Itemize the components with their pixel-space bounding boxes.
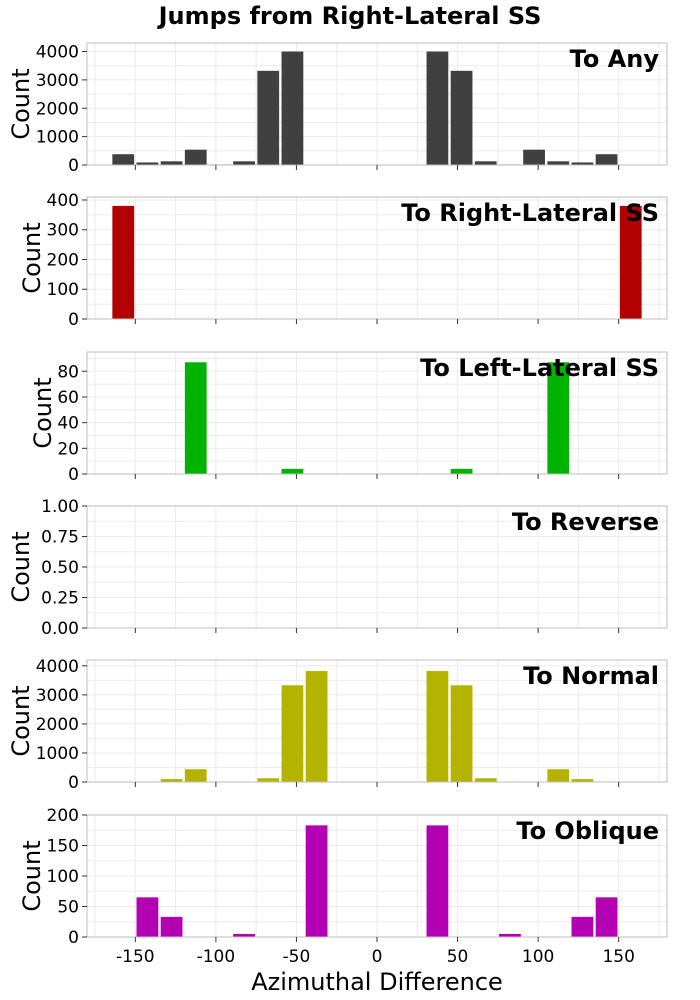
- x-tick-label: -100: [197, 947, 236, 967]
- bar: [426, 825, 449, 937]
- bar: [281, 51, 304, 165]
- bar: [547, 161, 570, 165]
- y-axis-label: Count: [7, 685, 35, 756]
- bar: [112, 205, 135, 319]
- bar: [450, 468, 473, 474]
- panel-3: 0.00 0.25 0.50 0.75 1.00 Count To Reverse: [7, 497, 668, 639]
- chart-title: Jumps from Right-Lateral SS: [157, 2, 542, 30]
- bar: [184, 769, 207, 782]
- bar: [160, 161, 183, 165]
- x-tick-label: -50: [283, 947, 311, 967]
- y-tick-label: 4000: [36, 657, 79, 677]
- x-tick-label: 50: [447, 947, 469, 967]
- panel-label: To Any: [570, 45, 660, 73]
- bar: [184, 149, 207, 165]
- y-tick-label: 1000: [36, 744, 79, 764]
- bar: [450, 70, 473, 165]
- y-axis-label: Count: [7, 531, 35, 602]
- y-tick-label: 0.75: [41, 528, 79, 548]
- bar: [160, 779, 183, 782]
- bar: [281, 468, 304, 474]
- bar: [547, 362, 570, 474]
- bar: [474, 161, 497, 165]
- bar: [160, 916, 183, 937]
- y-axis-label: Count: [7, 68, 35, 139]
- bar: [547, 769, 570, 782]
- y-axis-label: Count: [18, 840, 46, 911]
- bar: [474, 778, 497, 782]
- y-tick-label: 150: [47, 837, 79, 857]
- y-axis-label: Count: [29, 377, 57, 448]
- y-tick-label: 1.00: [41, 497, 79, 517]
- bar: [426, 51, 449, 165]
- bar: [281, 685, 304, 782]
- y-tick-label: 300: [47, 221, 79, 241]
- bar: [136, 897, 159, 937]
- bar: [233, 933, 255, 937]
- x-tick-label: 100: [522, 947, 554, 967]
- y-tick-label: 100: [47, 280, 79, 300]
- panel-label: To Left-Lateral SS: [420, 354, 659, 382]
- bar: [499, 933, 521, 937]
- y-tick-label: 20: [57, 439, 79, 459]
- y-tick-label: 200: [47, 806, 79, 826]
- bar: [571, 916, 594, 937]
- bar: [257, 70, 280, 165]
- bar: [523, 149, 545, 165]
- bar: [571, 162, 594, 165]
- bar: [571, 779, 594, 782]
- x-tick-label: 0: [372, 947, 383, 967]
- panel-label: To Reverse: [512, 508, 659, 536]
- bar: [233, 161, 255, 165]
- y-tick-label: 0.25: [41, 589, 79, 609]
- bar: [595, 897, 618, 937]
- panel-label: To Normal: [523, 662, 659, 690]
- y-tick-label: 3000: [36, 71, 79, 91]
- y-tick-label: 400: [47, 191, 79, 211]
- y-tick-label: 0: [68, 310, 79, 330]
- y-tick-label: 4000: [36, 43, 79, 63]
- panel-label: To Right-Lateral SS: [401, 199, 659, 227]
- y-tick-label: 2000: [36, 99, 79, 119]
- y-tick-label: 50: [57, 898, 79, 918]
- bar: [426, 671, 449, 782]
- y-tick-label: 0: [68, 465, 79, 485]
- bar: [619, 205, 642, 319]
- panel-label: To Oblique: [516, 817, 659, 845]
- y-tick-label: 2000: [36, 715, 79, 735]
- bar: [184, 362, 207, 474]
- y-tick-label: 0: [68, 773, 79, 793]
- y-tick-label: 0.00: [41, 619, 79, 639]
- y-tick-label: 0: [68, 928, 79, 948]
- y-tick-label: 1000: [36, 128, 79, 148]
- bar: [450, 685, 473, 782]
- bar: [112, 154, 135, 165]
- y-tick-label: 60: [57, 388, 79, 408]
- bar: [305, 671, 328, 782]
- y-tick-label: 200: [47, 250, 79, 270]
- x-axis-label: Azimuthal Difference: [251, 968, 503, 996]
- bar: [305, 825, 328, 937]
- bar: [136, 162, 159, 165]
- y-tick-label: 0: [68, 156, 79, 176]
- y-tick-label: 40: [57, 414, 79, 434]
- x-tick-label: 150: [602, 947, 634, 967]
- y-tick-label: 0.50: [41, 558, 79, 578]
- x-tick-label: -150: [116, 947, 155, 967]
- bar: [595, 154, 618, 165]
- y-tick-label: 80: [57, 362, 79, 382]
- y-axis-label: Count: [18, 222, 46, 293]
- y-tick-label: 100: [47, 867, 79, 887]
- bar: [257, 778, 280, 782]
- y-tick-label: 3000: [36, 686, 79, 706]
